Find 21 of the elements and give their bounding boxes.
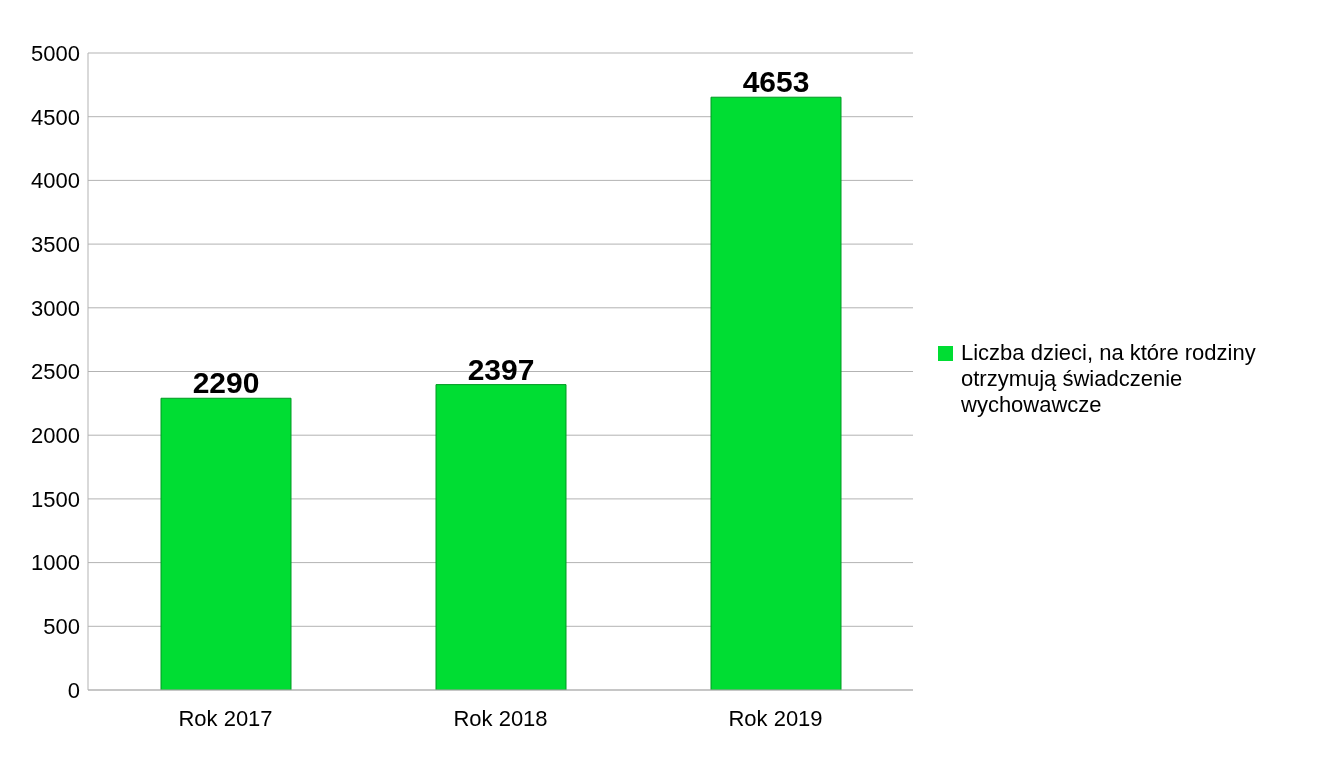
y-tick-label: 5000 [31, 40, 80, 66]
data-label: 2290 [192, 366, 260, 400]
y-tick-label: 3500 [31, 231, 80, 257]
y-tick-label: 500 [43, 614, 80, 640]
y-tick-label: 0 [67, 677, 80, 703]
y-tick-label: 1000 [31, 550, 80, 576]
y-tick-label: 4500 [31, 104, 80, 130]
y-tick-label: 2500 [31, 359, 80, 385]
x-tick-label: Rok 2018 [453, 705, 548, 731]
y-tick-label: 3000 [31, 295, 80, 321]
y-tick-label: 2000 [31, 423, 80, 449]
x-tick-label: Rok 2019 [728, 705, 823, 731]
bar [710, 96, 842, 690]
bar [160, 397, 292, 690]
data-label: 4653 [742, 65, 810, 99]
y-tick-label: 4000 [31, 168, 80, 194]
y-tick-label: 1500 [31, 486, 80, 512]
legend-label: Liczba dzieci, na które rodziny otrzymują świadczenie wychowawcze [961, 340, 1257, 418]
bar [435, 384, 567, 690]
data-label: 2397 [467, 352, 535, 386]
x-tick-label: Rok 2017 [178, 705, 273, 731]
